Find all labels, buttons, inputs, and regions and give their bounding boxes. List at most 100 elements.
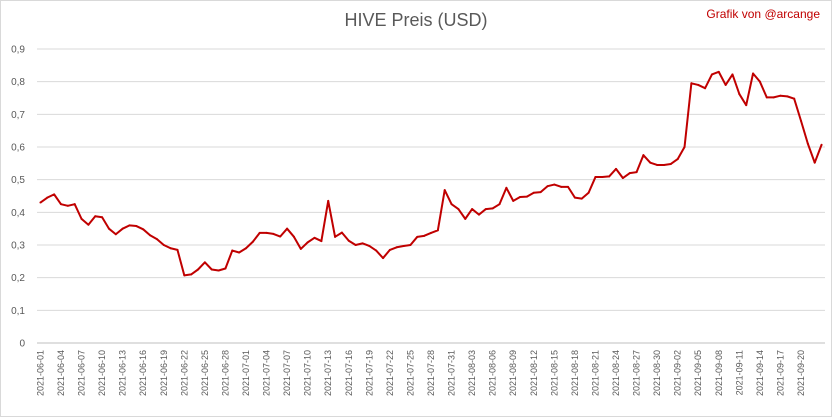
data-point (46, 196, 49, 199)
data-point (443, 189, 446, 192)
x-tick-label: 2021-06-28 (220, 350, 230, 396)
data-point (553, 183, 556, 186)
data-point (464, 217, 467, 220)
data-point (532, 191, 535, 194)
data-point (457, 208, 460, 211)
data-point (265, 231, 268, 234)
data-point (717, 70, 720, 73)
data-point (217, 269, 220, 272)
x-tick-label: 2021-08-30 (652, 350, 662, 396)
data-point (416, 235, 419, 238)
data-point (745, 104, 748, 107)
x-tick-label: 2021-07-31 (447, 350, 457, 396)
data-point (800, 119, 803, 122)
data-point (587, 191, 590, 194)
data-point (635, 171, 638, 174)
data-point (121, 227, 124, 230)
data-point (395, 246, 398, 249)
data-point (519, 195, 522, 198)
y-tick-label: 0,1 (11, 306, 25, 317)
data-point (724, 83, 727, 86)
data-point (484, 208, 487, 211)
x-tick-label: 2021-06-07 (77, 350, 87, 396)
data-point (580, 197, 583, 200)
data-point (87, 223, 90, 226)
data-point (813, 161, 816, 164)
data-point (683, 146, 686, 148)
x-tick-label: 2021-07-22 (385, 350, 395, 396)
x-tick-label: 2021-08-27 (632, 350, 642, 396)
data-point (471, 208, 474, 211)
data-point (738, 93, 741, 96)
y-tick-label: 0,5 (11, 175, 25, 186)
data-point (498, 203, 501, 206)
x-tick-label: 2021-08-18 (570, 350, 580, 396)
data-point (786, 95, 789, 98)
data-point (155, 238, 158, 241)
data-point (142, 228, 145, 231)
data-point (793, 97, 796, 100)
x-tick-label: 2021-06-13 (118, 350, 128, 396)
data-point (669, 162, 672, 165)
data-point (758, 80, 761, 83)
data-point (80, 217, 83, 220)
data-point (299, 247, 302, 250)
data-point (272, 232, 275, 235)
gridlines (37, 48, 825, 344)
x-tick-label: 2021-06-25 (200, 350, 210, 396)
data-point (731, 73, 734, 76)
x-tick-label: 2021-06-10 (97, 350, 107, 396)
x-tick-label: 2021-08-24 (611, 350, 621, 396)
data-point (286, 227, 289, 230)
chart-credit: Grafik von @arcange (706, 7, 820, 21)
data-point (752, 72, 755, 75)
y-tick-label: 0,8 (11, 77, 25, 88)
data-point (320, 240, 323, 243)
data-point (662, 163, 665, 166)
data-point (525, 195, 528, 198)
x-tick-label: 2021-08-06 (488, 350, 498, 396)
data-point (313, 236, 316, 239)
data-point (375, 249, 378, 252)
x-tick-label: 2021-07-16 (344, 350, 354, 396)
data-point (608, 175, 611, 178)
data-point (423, 234, 426, 237)
data-point (388, 248, 391, 251)
x-tick-label: 2021-07-10 (303, 350, 313, 396)
x-tick-label: 2021-06-16 (138, 350, 148, 396)
data-point (779, 94, 782, 97)
data-point (107, 227, 110, 230)
y-tick-label: 0 (19, 339, 25, 350)
data-point (279, 235, 282, 238)
x-tick-label: 2021-07-07 (282, 350, 292, 396)
data-point (546, 185, 549, 188)
data-point (772, 96, 775, 99)
data-point (621, 177, 624, 180)
x-tick-label: 2021-08-03 (467, 350, 477, 396)
data-point (334, 235, 337, 238)
data-point (244, 247, 247, 250)
data-point (197, 268, 200, 271)
data-point (594, 176, 597, 179)
data-point (710, 73, 713, 76)
data-point (354, 244, 357, 246)
x-tick-label: 2021-08-09 (508, 350, 518, 396)
x-tick-label: 2021-06-22 (179, 350, 189, 396)
data-point (224, 267, 227, 270)
data-point (505, 186, 508, 189)
data-point (59, 203, 62, 206)
data-point (258, 231, 261, 234)
data-point (39, 201, 42, 204)
x-tick-label: 2021-09-08 (714, 350, 724, 396)
y-tick-label: 0,4 (11, 208, 25, 219)
data-point (704, 87, 707, 90)
data-point (450, 203, 453, 206)
data-point (436, 229, 439, 232)
data-point (409, 244, 412, 246)
y-tick-label: 0,7 (11, 110, 25, 121)
data-point (567, 185, 570, 188)
y-tick-label: 0,2 (11, 273, 25, 284)
data-point (190, 273, 193, 276)
x-tick-label: 2021-08-12 (529, 350, 539, 396)
